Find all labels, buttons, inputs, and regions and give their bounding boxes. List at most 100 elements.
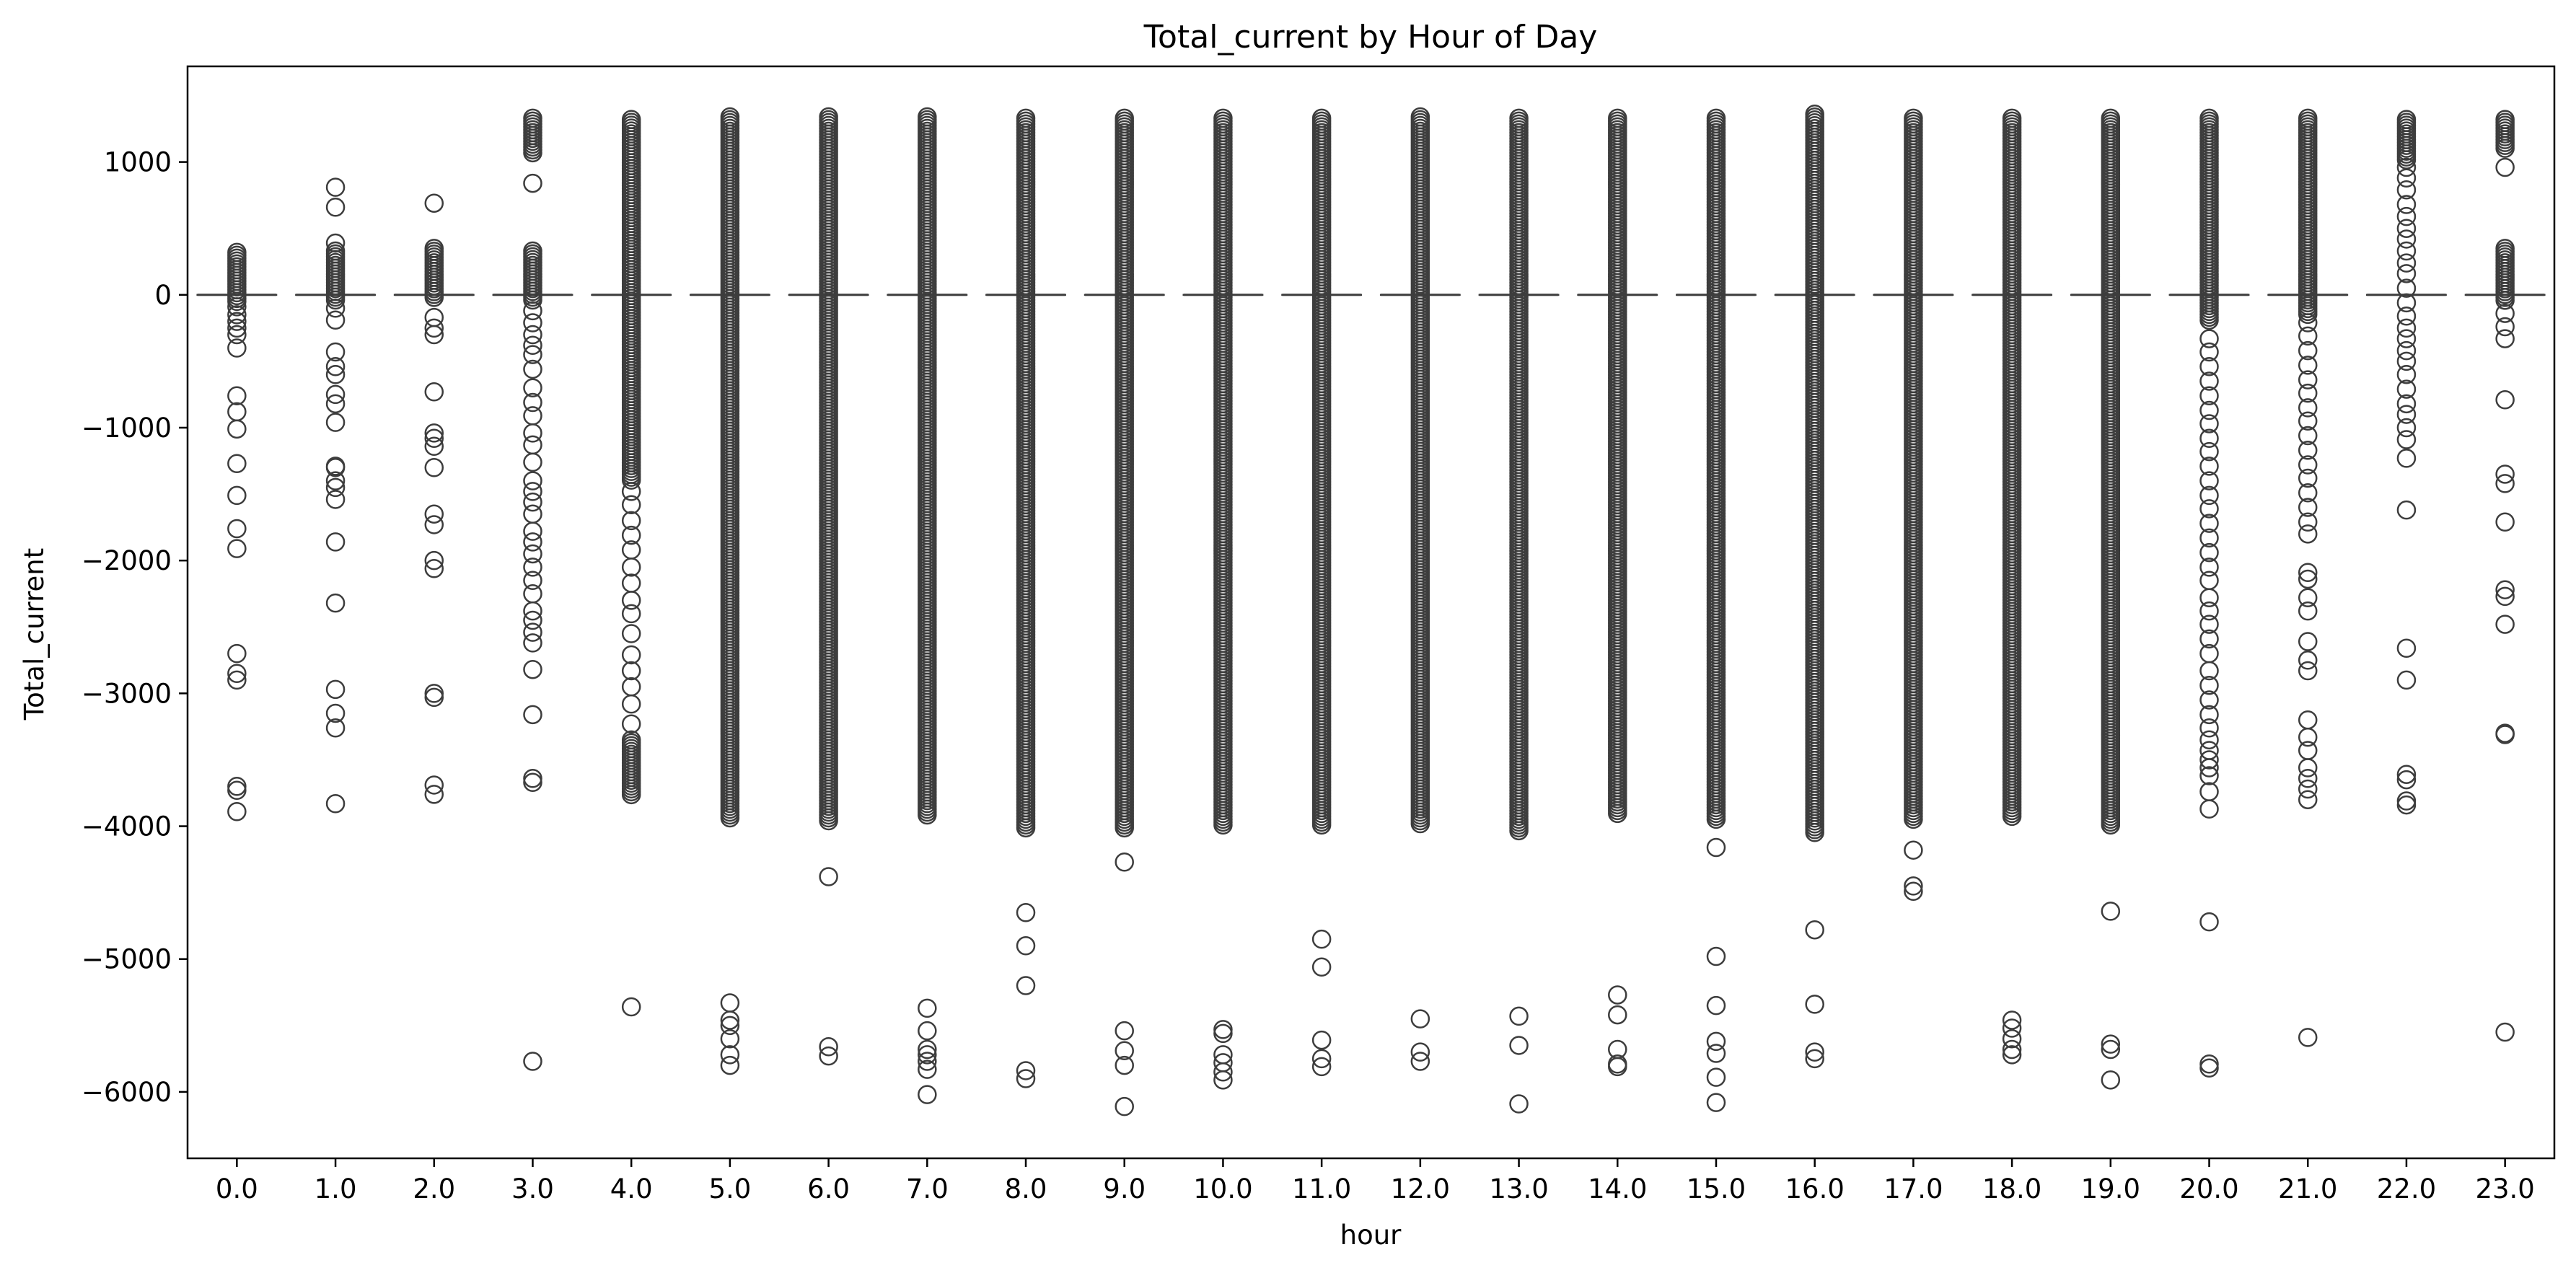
outlier-point [523,290,542,310]
outlier-point [523,359,542,379]
outlier-point [621,525,641,545]
outlier-point [227,291,247,312]
outlier-point [523,492,542,512]
outlier-point [227,297,247,317]
outlier-point [227,802,247,821]
outlier-point [325,471,346,490]
outlier-point [227,539,247,558]
x-tick-label: 21.0 [2278,1173,2337,1204]
x-tick-label: 11.0 [1292,1173,1351,1204]
outlier-point [720,808,740,828]
outlier-point [325,703,346,723]
x-tick-label: 15.0 [1687,1173,1746,1204]
outlier-point [325,197,346,217]
outlier-point [424,684,444,703]
outliers-hour-3.0 [523,108,542,1071]
outlier-point [424,193,444,213]
outlier-point [424,382,444,402]
outlier-point [523,1052,542,1071]
outlier-point [325,342,346,362]
x-tick-label: 14.0 [1588,1173,1647,1204]
outlier-point [523,378,542,397]
outlier-point [424,436,444,457]
outlier-point [523,345,542,364]
outlier-point [720,1010,740,1030]
outlier-point [325,290,346,310]
outlier-point [227,402,247,422]
outlier-point [227,519,247,539]
plot-area [196,105,2546,1116]
outlier-point [424,504,444,524]
outlier-point [918,805,937,825]
outlier-point [325,384,346,405]
x-tick-label: 13.0 [1489,1173,1548,1204]
outlier-point [1016,936,1036,956]
outlier-point [523,659,542,679]
x-tick-label: 3.0 [511,1173,554,1204]
outlier-point [720,1045,740,1065]
x-tick-label: 16.0 [1785,1173,1844,1204]
outlier-point [621,470,641,490]
outlier-point [819,1037,838,1057]
outlier-point [1115,1041,1134,1061]
outliers-hour-9.0 [1115,108,1134,1116]
outlier-point [1115,1021,1134,1041]
outliers-hour-7.0 [918,107,937,1104]
outlier-point [918,1021,937,1041]
outliers-hour-0.0 [227,242,247,821]
outlier-point [325,413,346,432]
outlier-point [523,325,542,345]
outliers-hour-6.0 [819,107,838,1066]
outlier-point [621,677,641,697]
outlier-point [325,679,346,700]
outlier-point [918,1052,937,1071]
outlier-point [523,471,542,490]
outlier-point [227,485,247,506]
outlier-point [424,318,444,338]
outlier-point [523,335,542,356]
outlier-point [918,998,937,1018]
x-axis-label: hour [1340,1220,1402,1251]
outlier-point [227,643,247,664]
outlier-point [227,670,247,690]
outlier-point [918,1060,937,1079]
y-tick-label: −1000 [82,413,172,444]
outlier-point [720,1016,740,1036]
x-tick-label: 12.0 [1391,1173,1450,1204]
outlier-point [325,233,346,253]
outlier-point [523,532,542,552]
outlier-point [1016,1069,1036,1088]
outlier-point [325,394,346,414]
outlier-point [1016,903,1036,922]
outlier-point [424,550,444,571]
y-tick-label: −3000 [82,678,172,709]
outlier-point [325,532,346,552]
outlier-point [819,867,838,886]
outlier-point [325,477,346,498]
x-tick-label: 7.0 [906,1173,949,1204]
outlier-point [523,143,542,163]
outlier-point [621,645,641,665]
outlier-point [325,298,346,318]
outliers-hour-10.0 [1213,108,1233,1090]
outlier-point [523,313,542,332]
x-tick-label: 20.0 [2179,1173,2238,1204]
outliers-hour-8.0 [1016,108,1036,1088]
outlier-point [424,775,444,795]
outliers-hour-1.0 [325,177,346,814]
outlier-point [523,406,542,426]
outliers-hour-4.0 [621,110,641,1017]
outlier-point [227,312,247,331]
outlier-point [1016,818,1036,838]
x-tick-label: 4.0 [610,1173,653,1204]
chart-title: Total_current by Hour of Day [1143,19,1598,56]
x-tick-label: 10.0 [1193,1173,1252,1204]
outlier-point [424,457,444,477]
outlier-point [523,504,542,524]
x-tick-label: 17.0 [1883,1173,1943,1204]
outliers-hour-2.0 [424,193,444,804]
x-tick-label: 18.0 [1982,1173,2041,1204]
y-tick-label: −2000 [82,545,172,576]
